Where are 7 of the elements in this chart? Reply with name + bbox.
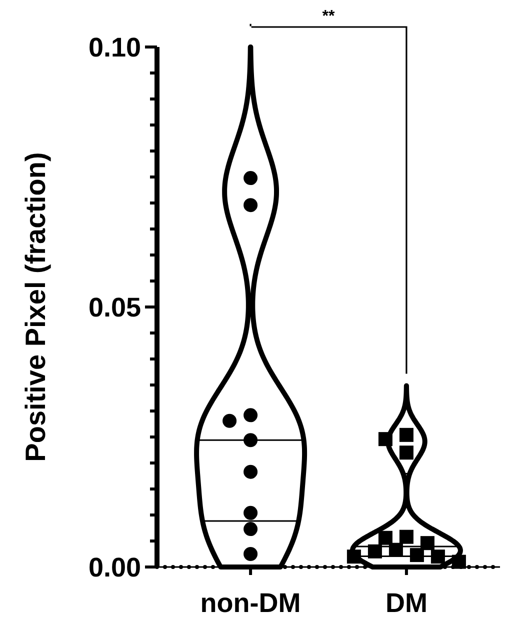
y-tick-label: 0.10 — [88, 32, 141, 62]
x-tick-label: non-DM — [200, 588, 301, 618]
text: ** — [322, 8, 336, 25]
y-tick-label: 0.05 — [88, 292, 141, 322]
x-tick-label: DM — [385, 588, 428, 618]
y-tick-label: 0.00 — [88, 552, 141, 582]
y-axis-title: Positive Pixel (fraction) — [20, 152, 51, 462]
